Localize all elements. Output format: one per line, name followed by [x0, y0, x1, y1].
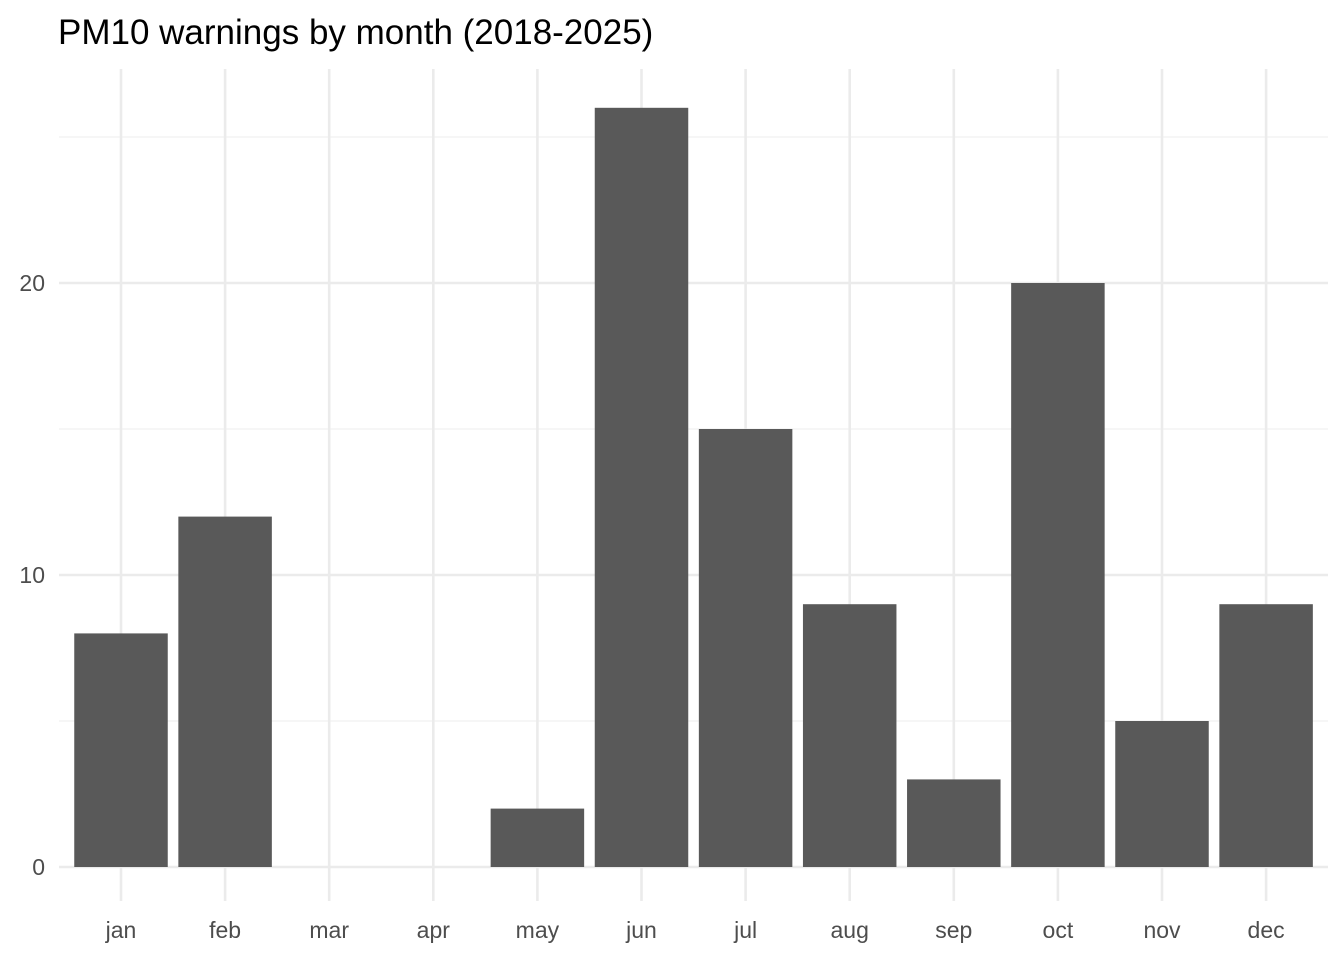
- bar-feb: [178, 516, 272, 867]
- bar-may: [490, 808, 585, 867]
- bar-dec: [1219, 604, 1313, 867]
- x-tick-label: dec: [1248, 917, 1285, 943]
- y-tick-label: 10: [19, 562, 45, 588]
- x-tick-label: jan: [105, 917, 137, 943]
- bar-jan: [74, 633, 168, 867]
- x-axis-ticks: jan feb mar apr may jun jul aug sep oct nov dec: [105, 917, 1285, 943]
- y-tick-label: 0: [32, 854, 45, 880]
- bars: [74, 107, 1313, 868]
- bar-jul: [698, 429, 793, 867]
- x-tick-label: jun: [625, 917, 657, 943]
- bar-jun: [594, 107, 689, 868]
- x-tick-label: aug: [831, 917, 869, 943]
- x-tick-label: sep: [935, 917, 972, 943]
- bar-oct: [1011, 283, 1105, 867]
- x-tick-label: oct: [1043, 917, 1074, 943]
- x-tick-label: jul: [733, 917, 757, 943]
- x-tick-label: nov: [1143, 917, 1181, 943]
- bar-aug: [802, 604, 897, 867]
- x-tick-label: feb: [209, 917, 241, 943]
- bar-sep: [907, 779, 1001, 867]
- chart-title: PM10 warnings by month (2018-2025): [58, 13, 653, 52]
- bar-nov: [1115, 721, 1209, 867]
- x-tick-label: apr: [417, 917, 451, 943]
- x-tick-label: may: [516, 917, 560, 943]
- y-tick-label: 20: [19, 270, 45, 296]
- x-tick-label: mar: [309, 917, 349, 943]
- y-axis-ticks: 0 10 20: [19, 270, 45, 880]
